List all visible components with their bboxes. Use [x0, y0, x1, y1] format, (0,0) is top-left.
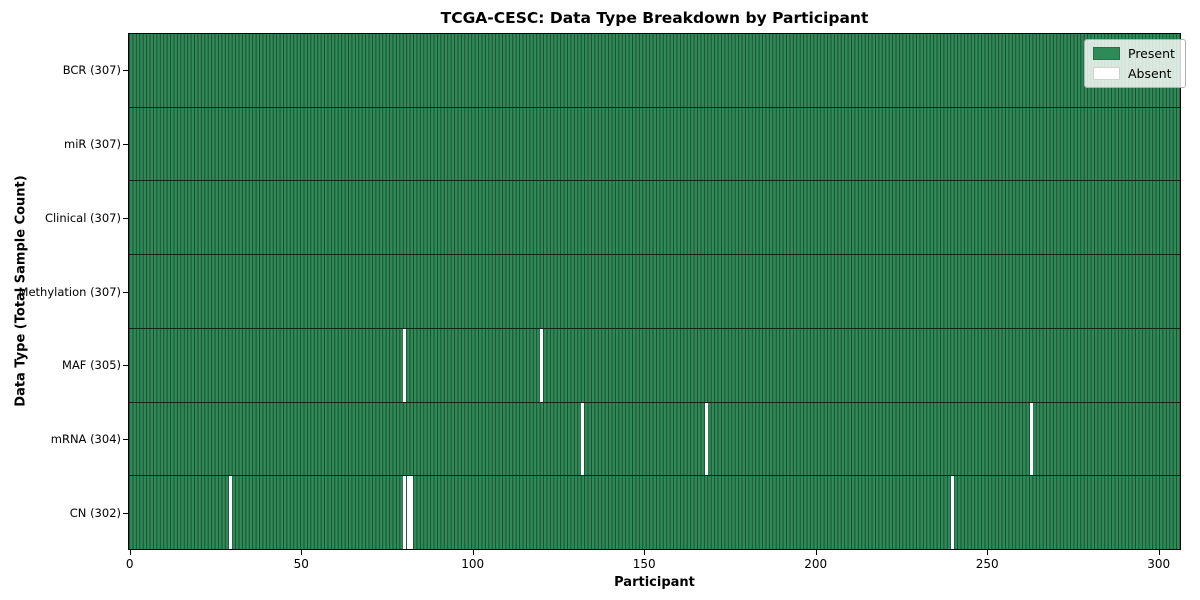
plot-area	[128, 33, 1181, 550]
y-tick-mark	[123, 143, 128, 145]
x-tick-label: 300	[1147, 557, 1171, 571]
absent-cell	[1029, 402, 1033, 476]
x-axis-label: Participant	[614, 575, 695, 590]
absent-cell	[403, 476, 407, 550]
y-tick-label: MAF (305)	[62, 358, 121, 373]
present-swatch	[1093, 47, 1120, 60]
x-tick-mark	[472, 550, 474, 555]
x-tick-label: 200	[804, 557, 828, 571]
y-axis-label: Data Type (Total Sample Count)	[13, 175, 29, 407]
y-tick-mark	[123, 217, 128, 219]
chart-title: TCGA-CESC: Data Type Breakdown by Partic…	[440, 9, 869, 27]
absent-cell	[581, 402, 585, 476]
y-tick-mark	[123, 291, 128, 293]
absent-cell	[704, 402, 708, 476]
x-tick-mark	[815, 550, 817, 555]
y-tick-label: Clinical (307)	[44, 210, 121, 225]
x-tick-mark	[1158, 550, 1160, 555]
y-tick-mark	[123, 365, 128, 367]
y-tick-mark	[123, 69, 128, 71]
x-tick-mark	[644, 550, 646, 555]
x-tick-label: 0	[125, 557, 134, 571]
heatmap-row-miR	[129, 107, 1180, 182]
legend-item-absent: Absent	[1093, 66, 1175, 81]
legend-label: Absent	[1128, 66, 1172, 81]
x-tick-mark	[301, 550, 303, 555]
legend: Present Absent	[1084, 39, 1186, 88]
heatmap-row-mRNA	[129, 402, 1180, 477]
x-tick-label: 150	[632, 557, 656, 571]
absent-cell	[403, 328, 407, 402]
legend-item-present: Present	[1093, 46, 1175, 61]
heatmap-row-BCR	[129, 34, 1180, 108]
y-tick-label: mRNA (304)	[50, 432, 121, 447]
x-tick-mark	[987, 550, 989, 555]
legend-label: Present	[1128, 46, 1175, 61]
y-tick-mark	[123, 513, 128, 515]
x-tick-label: 100	[461, 557, 485, 571]
y-tick-mark	[123, 439, 128, 441]
y-tick-label: miR (307)	[64, 136, 121, 151]
x-tick-mark	[129, 550, 131, 555]
absent-swatch	[1093, 67, 1120, 80]
absent-cell	[228, 476, 232, 550]
x-tick-label: 50	[293, 557, 309, 571]
absent-cell	[406, 476, 410, 550]
absent-cell	[410, 476, 414, 550]
heatmap-row-CN	[129, 476, 1180, 550]
heatmap-row-Methylation	[129, 255, 1180, 329]
absent-cell	[540, 328, 544, 402]
heatmap-row-MAF	[129, 328, 1180, 403]
heatmap-row-Clinical	[129, 181, 1180, 256]
x-tick-label: 250	[975, 557, 999, 571]
absent-cell	[951, 476, 955, 550]
y-tick-label: Methylation (307)	[18, 284, 121, 299]
y-tick-label: BCR (307)	[62, 62, 121, 77]
y-tick-label: CN (302)	[69, 506, 121, 521]
